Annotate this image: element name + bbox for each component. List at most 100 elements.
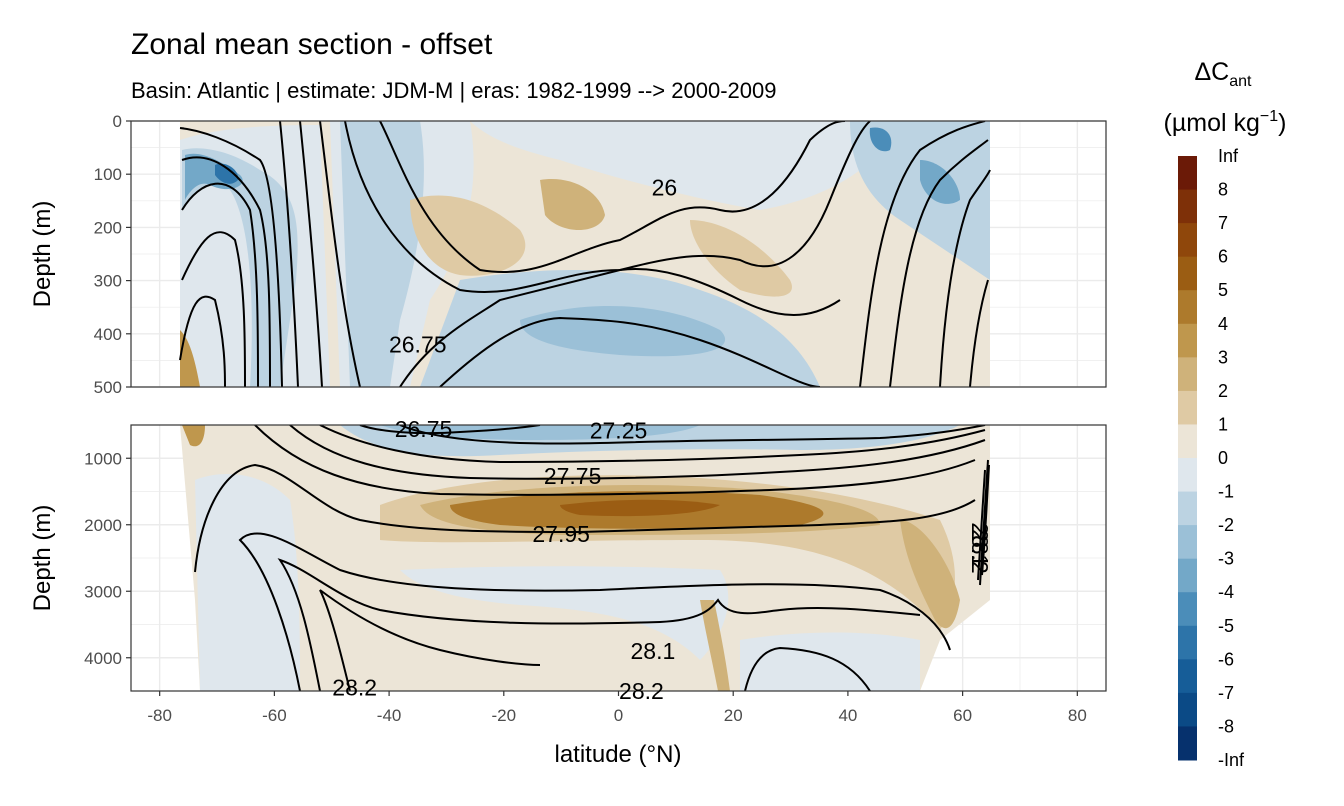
legend-label: -8 (1218, 716, 1234, 736)
y-tick-label: 300 (94, 272, 122, 291)
lower-pos-north-slope (900, 520, 960, 629)
upper-contour-e (181, 182, 259, 387)
lower-contour-27.75 (289, 425, 986, 480)
upper-contour-26.75 (319, 121, 361, 387)
legend-swatch (1178, 726, 1197, 761)
upper-neg-core-darkest (215, 163, 239, 184)
upper-neg-north (850, 121, 990, 280)
lower-panel: 1000 2000 3000 4000 26.75 27.25 27.75 27.95 28.… (84, 416, 1107, 704)
legend-swatch (1178, 592, 1197, 627)
lower-panel-contours (194, 425, 990, 691)
upper-contour-i (399, 268, 841, 387)
y-tick-label: 0 (113, 112, 122, 131)
legend-title: ΔCant (1194, 58, 1252, 90)
y-tick-label: 400 (94, 325, 122, 344)
upper-contour-north-3 (939, 169, 991, 387)
y-tick-label: 2000 (84, 516, 122, 535)
x-axis: -80 -60 -40 -20 0 20 40 60 80 (147, 691, 1087, 725)
contour-label: 28.2 (619, 678, 664, 704)
legend-swatch (1178, 458, 1197, 493)
upper-y-axis-label: Depth (m) (29, 201, 56, 308)
legend-swatch (1178, 424, 1197, 459)
upper-neg-top (470, 121, 900, 210)
legend-label: 8 (1218, 180, 1228, 200)
upper-contour-26-b (344, 121, 871, 294)
contour-label: 28.1 (967, 522, 993, 567)
lower-panel-fill (180, 425, 990, 691)
x-tick-label: -20 (492, 706, 517, 725)
lower-neg-deep-north (740, 632, 920, 691)
upper-neg-north-3 (869, 127, 892, 152)
upper-panel: 0 100 200 300 400 500 26 26.75 (94, 112, 1107, 397)
lower-contour-26.75 (359, 425, 541, 435)
upper-panel-contours (179, 121, 991, 387)
legend-colorbar (1178, 156, 1197, 761)
legend-label: -6 (1218, 649, 1234, 669)
lower-contour-27.25 (399, 425, 986, 445)
legend-swatch (1178, 290, 1197, 325)
x-tick-label: 60 (953, 706, 972, 725)
lower-contour-28.2b (744, 646, 871, 691)
legend-title-main: ΔC (1194, 58, 1229, 86)
upper-contour-d (181, 156, 271, 387)
chart-subtitle: Basin: Atlantic | estimate: JDM-M | eras… (131, 78, 776, 103)
legend-unit-suffix: ) (1278, 109, 1286, 137)
lower-contour-28.1 (277, 558, 921, 691)
lower-contour-north-c (981, 464, 990, 576)
legend-swatch (1178, 223, 1197, 258)
legend-swatch (1178, 189, 1197, 224)
legend-swatch (1178, 256, 1197, 291)
legend-label: 1 (1218, 414, 1228, 434)
x-tick-label: 80 (1068, 706, 1087, 725)
legend-label: -5 (1218, 616, 1234, 636)
legend-label: -7 (1218, 683, 1234, 703)
contour-label: 26.75 (395, 416, 453, 442)
legend-unit-superscript: −1 (1260, 108, 1278, 125)
lower-contour-north-a (979, 459, 989, 586)
y-tick-label: 100 (94, 165, 122, 184)
legend-label: -2 (1218, 515, 1234, 535)
lower-neg-top-2 (380, 425, 700, 440)
legend-unit-prefix: (µmol kg (1164, 109, 1260, 137)
legend-swatch (1178, 659, 1197, 694)
legend-label: Inf (1218, 146, 1239, 166)
upper-neg-north-2 (920, 160, 960, 204)
lower-contour-28.2 (319, 589, 541, 691)
upper-y-ticks: 0 100 200 300 400 500 (94, 112, 131, 397)
y-tick-label: 4000 (84, 649, 122, 668)
upper-pos-mid (410, 195, 526, 276)
upper-neg-strong-south (185, 153, 243, 200)
legend-label: 6 (1218, 247, 1228, 267)
legend-swatch (1178, 156, 1197, 191)
contour-label: 27.95 (532, 521, 590, 547)
legend-label: 2 (1218, 381, 1228, 401)
legend-label: 5 (1218, 280, 1228, 300)
legend-label: 7 (1218, 213, 1228, 233)
lower-pos-band-4 (560, 499, 720, 517)
upper-neg-mid-2 (340, 121, 424, 387)
upper-contour-f (181, 231, 246, 387)
y-tick-label: 3000 (84, 582, 122, 601)
x-axis-label: latitude (°N) (555, 741, 682, 768)
legend-swatch (1178, 491, 1197, 526)
contour-label: 26 (652, 175, 678, 201)
legend-swatch (1178, 625, 1197, 660)
legend-label: -Inf (1218, 750, 1245, 770)
y-tick-label: 200 (94, 218, 122, 237)
y-tick-label: 1000 (84, 449, 122, 468)
lower-contour-north-b (977, 469, 986, 581)
upper-pos-north (690, 220, 792, 297)
colorbar-legend: ΔCant (µmol kg−1) Inf 8 7 6 5 4 3 2 1 0 -1 -2 -3 -4 -5… (1164, 58, 1287, 770)
y-tick-label: 500 (94, 378, 122, 397)
lower-contour-28 (238, 532, 951, 691)
legend-label: -1 (1218, 482, 1234, 502)
contour-label: 27.25 (590, 417, 648, 443)
legend-label: 4 (1218, 314, 1228, 334)
legend-label: -3 (1218, 549, 1234, 569)
legend-title-subscript: ant (1229, 73, 1252, 90)
lower-contour-27.85 (254, 425, 976, 496)
x-tick-label: -80 (147, 706, 172, 725)
upper-pos-mid-2 (540, 179, 605, 230)
